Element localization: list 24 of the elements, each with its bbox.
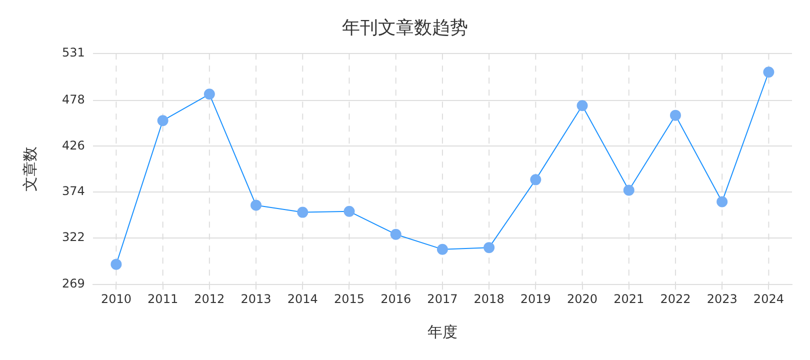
y-tick-label: 322 (62, 230, 85, 244)
x-tick-label: 2016 (380, 292, 412, 306)
x-tick-label: 2019 (520, 292, 551, 306)
y-tick-label: 374 (62, 184, 85, 198)
x-tick-label: 2018 (474, 292, 504, 306)
x-tick-label: 2024 (753, 292, 784, 306)
x-tick-label: 2010 (100, 292, 132, 306)
x-tick-label: 2022 (660, 292, 691, 306)
x-tick-label: 2013 (240, 292, 272, 306)
x-tick-label: 2020 (567, 292, 598, 306)
y-tick-label: 426 (62, 138, 85, 152)
y-tick-label: 269 (62, 276, 85, 291)
x-axis-title: 年度 (427, 322, 458, 341)
x-tick-label: 2012 (194, 292, 225, 306)
y-axis-title: 文章数 (20, 146, 39, 192)
x-tick-label: 2014 (287, 292, 318, 306)
x-tick-label: 2021 (614, 292, 644, 306)
chart-title: 年刊文章数趋势 (342, 17, 468, 38)
y-tick-label: 531 (62, 46, 85, 60)
x-tick-label: 2015 (334, 292, 365, 306)
x-tick-label: 2011 (148, 292, 178, 306)
y-tick-label: 478 (62, 92, 85, 106)
x-tick-label: 2017 (427, 292, 458, 306)
x-tick-label: 2023 (706, 292, 738, 306)
